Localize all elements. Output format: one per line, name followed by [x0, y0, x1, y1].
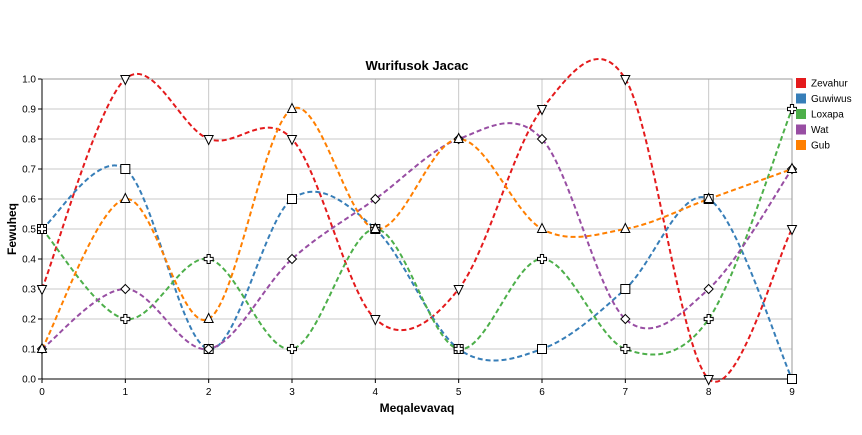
data-point-square — [620, 284, 631, 294]
data-markers — [36, 75, 798, 386]
x-axis-title: Meqalevavaq — [380, 401, 455, 415]
x-tick-label: 1 — [123, 387, 129, 398]
y-tick-label: 0.8 — [22, 135, 36, 146]
data-point-cross — [537, 254, 547, 264]
legend-swatch — [796, 93, 806, 104]
x-tick-label: 6 — [539, 387, 545, 398]
data-point-cross — [453, 344, 464, 354]
series-line-loxapa — [41, 108, 793, 356]
y-tick-label: 0.3 — [22, 285, 36, 296]
data-point-triangle-down — [453, 285, 464, 296]
series-lines — [41, 57, 793, 383]
data-point-triangle-up — [286, 102, 298, 113]
data-point-square — [287, 194, 297, 204]
x-tick-label: 4 — [373, 387, 379, 398]
legend-label: Loxapa — [811, 110, 844, 121]
x-tick-label: 7 — [623, 387, 629, 398]
legend-swatch — [796, 124, 806, 135]
data-point-square — [787, 374, 797, 384]
data-point-diamond — [120, 283, 131, 295]
data-point-cross — [120, 314, 131, 324]
data-point-triangle-up — [786, 162, 798, 173]
data-point-triangle-up — [703, 192, 714, 203]
series-line-wat — [41, 122, 793, 351]
legend-label: Guwiwus — [811, 94, 852, 105]
legend-label: Wat — [811, 125, 829, 136]
data-point-diamond — [620, 313, 631, 325]
legend-swatch — [796, 78, 806, 88]
data-point-diamond — [536, 133, 548, 145]
data-point-triangle-down — [286, 135, 298, 146]
data-point-diamond — [203, 343, 214, 355]
legend-swatch — [796, 140, 806, 150]
y-tick-label: 0.0 — [22, 375, 36, 386]
series-line-guwiwus — [41, 164, 793, 380]
data-point-triangle-down — [786, 225, 798, 236]
series-line-zevahur — [41, 57, 793, 383]
data-point-triangle-down — [203, 135, 214, 146]
x-tick-label: 5 — [456, 387, 462, 398]
y-tick-label: 0.7 — [22, 165, 36, 176]
y-tick-label: 0.2 — [22, 315, 36, 326]
y-tick-label: 0.5 — [22, 225, 36, 236]
data-point-triangle-up — [370, 222, 381, 233]
y-tick-label: 0.4 — [22, 255, 36, 266]
y-tick-label: 0.1 — [22, 345, 36, 356]
legend-swatch — [796, 109, 806, 119]
data-point-triangle-down — [536, 105, 548, 116]
data-point-diamond — [370, 193, 381, 205]
x-tick-label: 2 — [206, 387, 212, 398]
data-point-square — [537, 344, 547, 354]
y-tick-label: 1.0 — [22, 75, 36, 86]
chart-title: Wurifusok Jacac — [365, 58, 468, 73]
data-point-diamond — [286, 253, 298, 265]
data-point-square — [120, 164, 131, 174]
data-point-triangle-up — [620, 222, 631, 233]
data-point-cross — [37, 224, 47, 234]
data-point-triangle-up — [120, 192, 131, 203]
data-point-triangle-down — [120, 75, 131, 86]
data-point-triangle-up — [36, 342, 48, 353]
x-tick-label: 8 — [706, 387, 712, 398]
y-axis-title: Fewuheq — [5, 203, 19, 255]
legend-label: Zevahur — [811, 79, 848, 90]
data-point-triangle-down — [620, 75, 631, 86]
data-point-triangle-up — [536, 222, 548, 233]
data-point-triangle-up — [203, 312, 214, 323]
data-point-cross — [287, 344, 297, 354]
data-point-cross — [787, 104, 797, 114]
y-tick-label: 0.9 — [22, 105, 36, 116]
data-point-triangle-down — [370, 315, 381, 326]
data-point-cross — [703, 314, 714, 324]
y-tick-label: 0.6 — [22, 195, 36, 206]
x-tick-label: 0 — [39, 387, 45, 398]
data-point-cross — [620, 344, 631, 354]
x-tick-label: 9 — [789, 387, 795, 398]
x-tick-label: 3 — [289, 387, 295, 398]
legend-label: Gub — [811, 141, 830, 152]
data-point-triangle-down — [36, 285, 48, 296]
data-point-triangle-up — [453, 132, 464, 143]
data-point-diamond — [703, 283, 714, 295]
legend: Zevahur Guwiwus Loxapa Wat Gub — [796, 78, 852, 152]
data-point-cross — [203, 254, 214, 264]
data-point-triangle-down — [703, 375, 714, 386]
series-line-gub — [41, 106, 793, 350]
